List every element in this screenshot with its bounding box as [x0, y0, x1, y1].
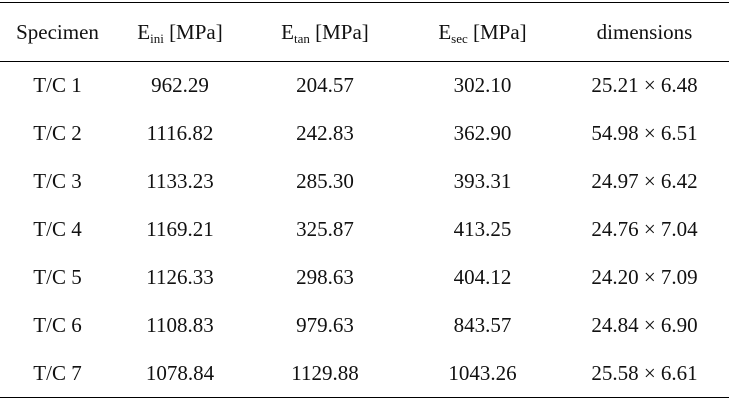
table-cell: 393.31 [453, 169, 512, 193]
table-cell: 843.57 [453, 313, 512, 337]
table-cell: 979.63 [296, 313, 354, 337]
table-header: Specimen Eini [MPa] Etan [MPa] Esec [MPa] di… [0, 2, 729, 62]
table-cell: T/C 3 [33, 169, 82, 193]
data-table: Specimen Eini [MPa] Etan [MPa] Esec [MPa] di… [0, 2, 729, 398]
header-subscript: tan [294, 30, 310, 46]
table-cell: T/C 1 [33, 73, 82, 98]
table-row: T/C 3 1133.23 285.30 393.31 24.97 × 6.42 [0, 158, 729, 206]
table-cell: 24.97 × 6.42 [591, 169, 698, 193]
header-subscript: sec [451, 30, 468, 46]
table-cell: 25.58 × 6.61 [591, 360, 698, 385]
header-cell: Esec [MPa] [405, 3, 560, 62]
table-row: T/C 6 1108.83 979.63 843.57 24.84 × 6.90 [0, 302, 729, 350]
table-cell: 24.20 × 7.09 [591, 265, 698, 289]
table-cell: 298.63 [296, 265, 354, 289]
table-cell: 962.29 [151, 73, 209, 98]
table-cell: 242.83 [296, 121, 354, 145]
header-text: dimensions [596, 19, 693, 44]
table-cell: 1116.82 [146, 121, 214, 145]
table-row: T/C 7 1078.84 1129.88 1043.26 25.58 × 6.61 [0, 350, 729, 398]
table-cell: T/C 6 [33, 313, 82, 337]
header-symbol: E [438, 19, 452, 44]
header-cell: Specimen [0, 3, 115, 62]
table-cell: 1126.33 [146, 265, 214, 289]
table-cell: 1133.23 [146, 169, 214, 193]
table-cell: 54.98 × 6.51 [591, 121, 698, 145]
header-cell: Etan [MPa] [245, 3, 405, 62]
header-unit: [MPa] [169, 19, 223, 44]
table-cell: 1108.83 [146, 313, 214, 337]
table-cell: 25.21 × 6.48 [591, 73, 698, 98]
header-unit: [MPa] [315, 19, 369, 44]
table-row: T/C 4 1169.21 325.87 413.25 24.76 × 7.04 [0, 206, 729, 254]
table-cell: 302.10 [453, 73, 512, 98]
table-cell: 204.57 [296, 73, 354, 98]
table-cell: 1078.84 [145, 360, 215, 385]
header-unit: [MPa] [473, 19, 527, 44]
table-cell: T/C 4 [33, 217, 82, 241]
header-symbol: E [281, 19, 294, 44]
table-cell: 24.76 × 7.04 [591, 217, 698, 241]
table-cell: 362.90 [453, 121, 512, 145]
table-cell: T/C 5 [33, 265, 82, 289]
table-cell: 325.87 [296, 217, 354, 241]
table-cell: 404.12 [453, 265, 512, 289]
table-cell: 413.25 [453, 217, 512, 241]
table-cell: T/C 2 [33, 121, 82, 145]
header-text: Specimen [16, 19, 99, 44]
table-cell: T/C 7 [33, 360, 82, 385]
table-row: T/C 1 962.29 204.57 302.10 25.21 × 6.48 [0, 62, 729, 110]
table-cell: 1043.26 [448, 360, 517, 385]
header-row: Specimen Eini [MPa] Etan [MPa] Esec [MPa] di… [0, 2, 729, 62]
table-body: T/C 1 962.29 204.57 302.10 25.21 × 6.48 T/C 2… [0, 62, 729, 398]
table-row: T/C 5 1126.33 298.63 404.12 24.20 × 7.09 [0, 254, 729, 302]
table-cell: 1129.88 [291, 360, 359, 385]
header-cell: dimensions [560, 3, 729, 62]
table-cell: 24.84 × 6.90 [591, 313, 698, 337]
table-row: T/C 2 1116.82 242.83 362.90 54.98 × 6.51 [0, 110, 729, 158]
table-cell: 285.30 [296, 169, 354, 193]
header-symbol: E [137, 19, 151, 44]
header-subscript: ini [150, 30, 164, 46]
header-cell: Eini [MPa] [115, 3, 245, 62]
table-cell: 1169.21 [146, 217, 214, 241]
